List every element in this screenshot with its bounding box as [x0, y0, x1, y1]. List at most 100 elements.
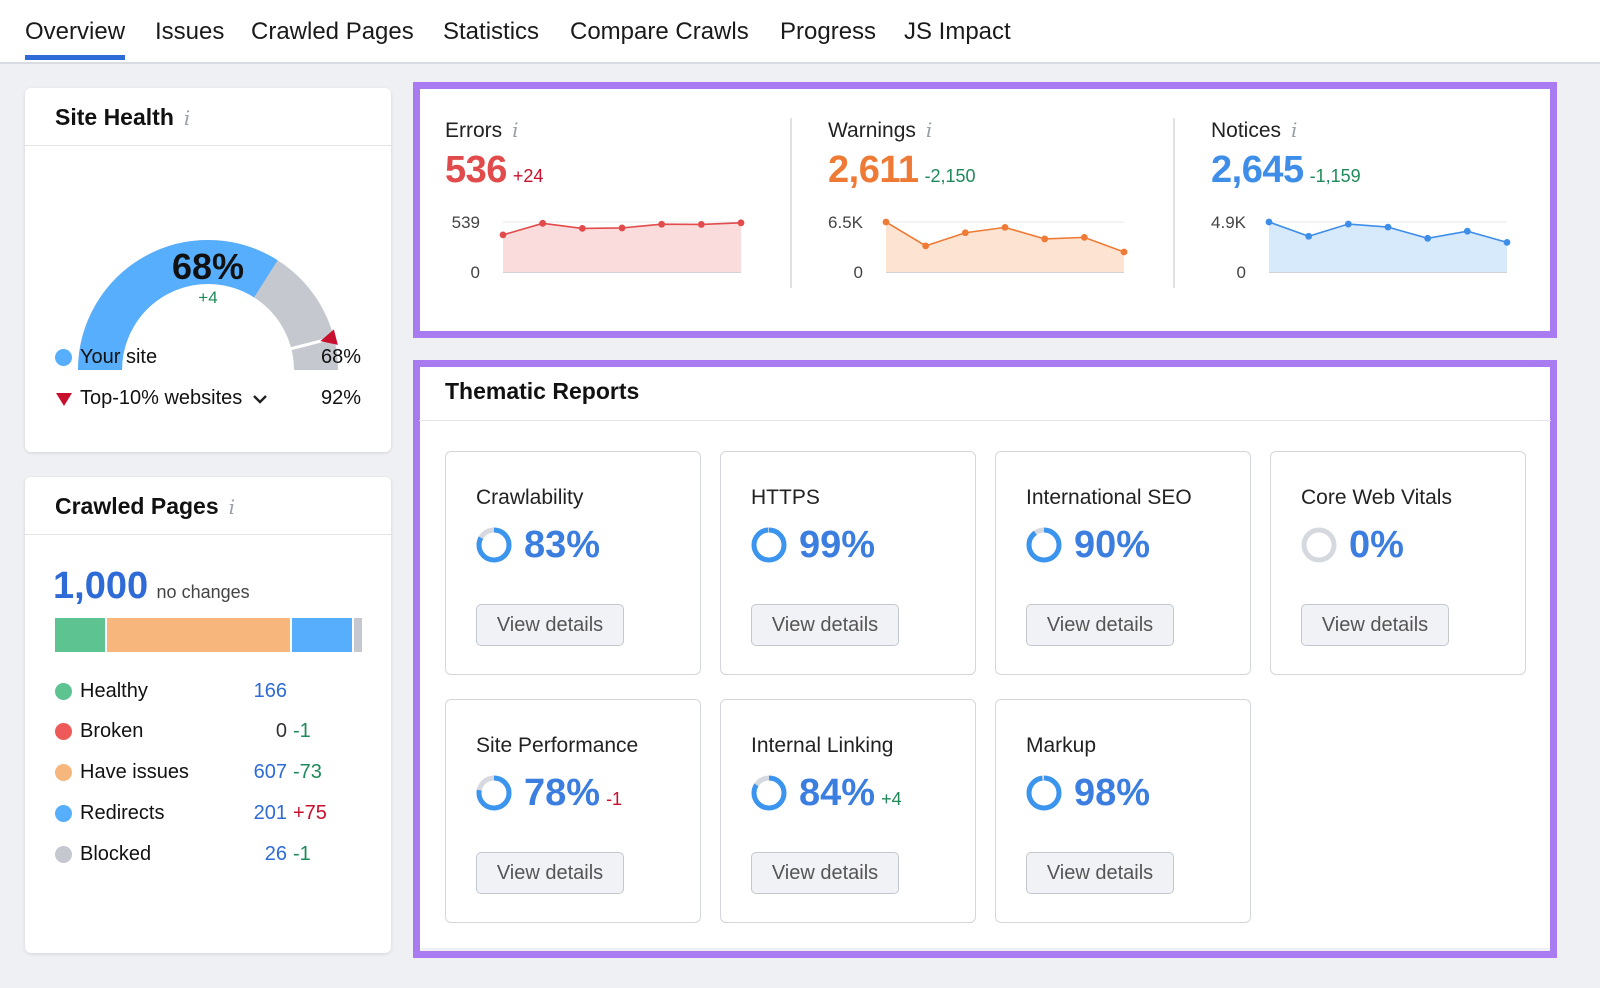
report-score: 0% — [1349, 524, 1404, 566]
row-label: Healthy — [80, 679, 148, 702]
report-site-performance[interactable]: Site Performance 78% -1 View details — [445, 699, 701, 923]
crawled-pages-bar[interactable] — [55, 618, 362, 652]
errors-delta: +24 — [512, 166, 544, 186]
sparkline-point — [1384, 223, 1392, 231]
sparkline-ymin-label: 0 — [471, 263, 480, 282]
sparkline-point — [499, 231, 507, 239]
notices-count[interactable]: 2,645 — [1211, 149, 1304, 191]
sparkline-point — [1120, 248, 1128, 256]
report-name: International SEO — [1026, 486, 1192, 509]
view-details-button[interactable]: View details — [476, 604, 624, 646]
row-redirects[interactable]: Redirects 201 +75 — [55, 800, 355, 826]
row-change: -73 — [293, 760, 322, 783]
view-details-button[interactable]: View details — [476, 852, 624, 894]
sparkline-point — [1305, 232, 1313, 240]
sparkline-point — [697, 221, 705, 228]
highlight-frame-thematic — [413, 360, 1557, 958]
blocked-dot — [55, 845, 72, 863]
sparkline-point — [882, 218, 890, 226]
errors-count[interactable]: 536 — [445, 149, 507, 191]
report-core-web-vitals[interactable]: Core Web Vitals 0% View details — [1270, 451, 1526, 675]
your-site-dot — [55, 349, 72, 366]
info-icon[interactable]: i — [512, 118, 519, 142]
tab-compare-crawls[interactable]: Compare Crawls — [570, 18, 749, 45]
report-score: 99% — [799, 524, 876, 566]
tab-js-impact[interactable]: JS Impact — [904, 18, 1011, 45]
divider — [1173, 118, 1175, 288]
progress-ring-icon — [476, 527, 512, 563]
report-https[interactable]: HTTPS 99% View details — [720, 451, 976, 675]
view-details-button[interactable]: View details — [751, 604, 899, 646]
report-international-seo[interactable]: International SEO 90% View details — [995, 451, 1251, 675]
chevron-down-icon[interactable] — [252, 393, 268, 405]
tab-bar: Overview Issues Crawled Pages Statistics… — [0, 0, 1600, 64]
sparkline-point — [1080, 233, 1088, 241]
report-internal-linking[interactable]: Internal Linking 84% +4 View details — [720, 699, 976, 923]
view-details-button[interactable]: View details — [751, 852, 899, 894]
info-icon[interactable]: i — [183, 106, 191, 130]
row-value[interactable]: 201 — [253, 801, 287, 824]
view-details-button[interactable]: View details — [1301, 604, 1449, 646]
view-details-button[interactable]: View details — [1026, 852, 1174, 894]
bar-segment-redirects[interactable] — [291, 618, 355, 652]
metric-warnings[interactable]: Warnings i 2,611 -2,150 6.5K 0 — [828, 118, 1168, 288]
sparkline-point — [658, 220, 666, 228]
tab-progress[interactable]: Progress — [780, 18, 877, 45]
sparkline-ymin-label: 0 — [1237, 263, 1246, 282]
warnings-count[interactable]: 2,611 — [828, 149, 919, 191]
report-crawlability[interactable]: Crawlability 83% View details — [445, 451, 701, 675]
report-name: Site Performance — [476, 734, 639, 757]
row-value[interactable]: 166 — [253, 679, 287, 702]
report-markup[interactable]: Markup 98% View details — [995, 699, 1251, 923]
metric-errors[interactable]: Errors i 536 +24 539 0 — [445, 118, 785, 288]
metric-label: Errors — [445, 119, 503, 142]
progress-ring-icon — [1026, 775, 1062, 811]
metric-notices[interactable]: Notices i 2,645 -1,159 4.9K 0 — [1211, 118, 1551, 288]
gauge-top10-marker-icon — [320, 329, 338, 345]
info-icon[interactable]: i — [925, 118, 933, 142]
row-value[interactable]: 26 — [264, 842, 287, 865]
ring-fill — [476, 527, 512, 563]
row-broken[interactable]: Broken 0 -1 — [55, 718, 355, 744]
bar-segment-blocked[interactable] — [354, 618, 362, 652]
crawled-total[interactable]: 1,000 — [53, 565, 149, 607]
row-blocked[interactable]: Blocked 26 -1 — [55, 841, 355, 867]
legend-top10: Top-10% websites 92% — [55, 387, 361, 410]
report-score: 78% — [524, 772, 601, 814]
site-health-title: Site Health — [55, 104, 174, 130]
sparkline-ymax-label: 4.9K — [1211, 213, 1247, 232]
crawled-pages-card: Crawled Pages i 1,000 no changes Healthy … — [25, 477, 391, 953]
legend-your-site: Your site 68% — [55, 346, 361, 369]
sparkline-point — [578, 225, 586, 232]
tab-overview[interactable]: Overview — [25, 18, 126, 60]
legend-value: 92% — [320, 387, 361, 409]
healthy-dot — [55, 682, 72, 700]
tab-issues[interactable]: Issues — [155, 18, 225, 45]
report-name: Internal Linking — [751, 734, 894, 757]
info-icon[interactable]: i — [228, 495, 236, 519]
sparkline-point — [1041, 235, 1049, 243]
gauge-value-arc — [78, 240, 278, 371]
divider — [419, 420, 1551, 421]
sparkline-point — [922, 242, 930, 250]
tab-statistics[interactable]: Statistics — [443, 18, 540, 45]
top10-dropdown-label[interactable]: Top-10% websites — [80, 387, 243, 409]
tab-crawled-pages[interactable]: Crawled Pages — [251, 18, 414, 45]
crawled-pages-title: Crawled Pages — [55, 493, 219, 519]
site-health-header: Site Health i — [55, 104, 190, 131]
site-health-delta: +4 — [198, 288, 218, 307]
info-icon[interactable]: i — [1291, 118, 1298, 142]
row-value[interactable]: 607 — [253, 760, 287, 783]
bar-segment-healthy[interactable] — [55, 618, 107, 652]
crawled-total-block: 1,000 no changes — [53, 565, 250, 608]
row-healthy[interactable]: Healthy 166 — [55, 678, 355, 704]
legend-label: Your site — [80, 346, 158, 368]
bar-segment-have-issues[interactable] — [106, 618, 292, 652]
progress-ring-icon — [751, 527, 787, 563]
divider — [25, 145, 391, 146]
row-change: +75 — [293, 801, 327, 824]
report-name: HTTPS — [751, 486, 820, 509]
row-have-issues[interactable]: Have issues 607 -73 — [55, 759, 355, 785]
view-details-button[interactable]: View details — [1026, 604, 1174, 646]
sparkline-point — [1001, 223, 1009, 231]
